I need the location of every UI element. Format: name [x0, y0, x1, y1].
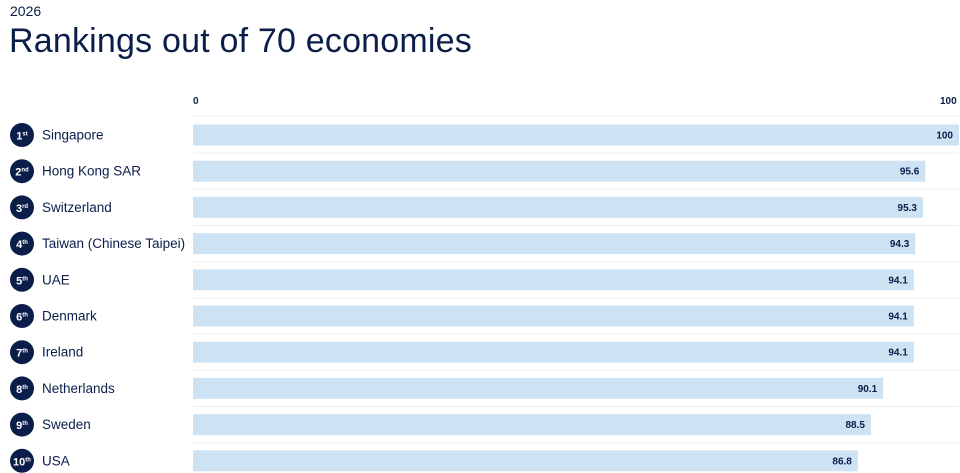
year-label: 2026	[10, 3, 42, 19]
rank-badge	[10, 304, 34, 328]
x-axis-tick-min: 0	[193, 96, 199, 107]
category-label: Netherlands	[42, 381, 115, 396]
category-label: Switzerland	[42, 200, 112, 215]
rank-suffix: rd	[22, 204, 28, 210]
category-label: Hong Kong SAR	[42, 164, 141, 179]
rank-badge	[10, 123, 34, 147]
rank-badge	[10, 376, 34, 401]
data-label: 94.1	[888, 312, 908, 323]
rank-badge	[10, 267, 34, 292]
rank-suffix: nd	[21, 168, 29, 174]
rank-suffix: th	[25, 457, 31, 463]
data-label: 94.1	[888, 348, 908, 359]
rank-suffix: st	[22, 132, 27, 138]
bar	[193, 305, 914, 327]
bar	[193, 196, 923, 218]
category-label: UAE	[42, 272, 70, 287]
bar	[193, 341, 914, 363]
category-label: Ireland	[42, 345, 83, 360]
rank-badge	[10, 159, 34, 184]
bar	[193, 160, 926, 182]
data-label: 94.3	[890, 239, 910, 250]
rank-suffix: th	[22, 385, 28, 391]
rank-badge	[10, 448, 34, 473]
rank-suffix: th	[22, 349, 28, 355]
bar	[193, 450, 858, 472]
rank-label: 1st	[16, 131, 27, 143]
rank-suffix: th	[22, 240, 28, 246]
rank-badge	[10, 340, 34, 365]
category-label: Sweden	[42, 417, 91, 432]
page-title: Rankings out of 70 economies	[9, 22, 472, 60]
bar	[193, 124, 959, 146]
bar	[193, 377, 884, 399]
rank-suffix: th	[22, 276, 28, 282]
data-label: 86.8	[832, 456, 852, 467]
rank-badge	[10, 412, 34, 437]
bar	[193, 233, 916, 255]
category-label: Singapore	[42, 128, 104, 143]
rank-suffix: th	[22, 313, 28, 319]
rank-badge	[10, 231, 34, 256]
rank-badge	[10, 195, 34, 220]
category-label: Taiwan (Chinese Taipei)	[42, 236, 185, 251]
bar	[193, 269, 914, 291]
data-label: 100	[936, 131, 953, 142]
data-label: 94.1	[888, 275, 908, 286]
data-label: 90.1	[858, 384, 878, 395]
data-label: 88.5	[845, 420, 865, 431]
category-label: Denmark	[42, 309, 97, 324]
data-label: 95.6	[900, 167, 920, 178]
category-label: USA	[42, 453, 70, 468]
rank-suffix: th	[22, 421, 28, 427]
bar	[193, 414, 871, 436]
data-label: 95.3	[898, 203, 918, 214]
x-axis-tick-max: 100	[940, 96, 957, 107]
